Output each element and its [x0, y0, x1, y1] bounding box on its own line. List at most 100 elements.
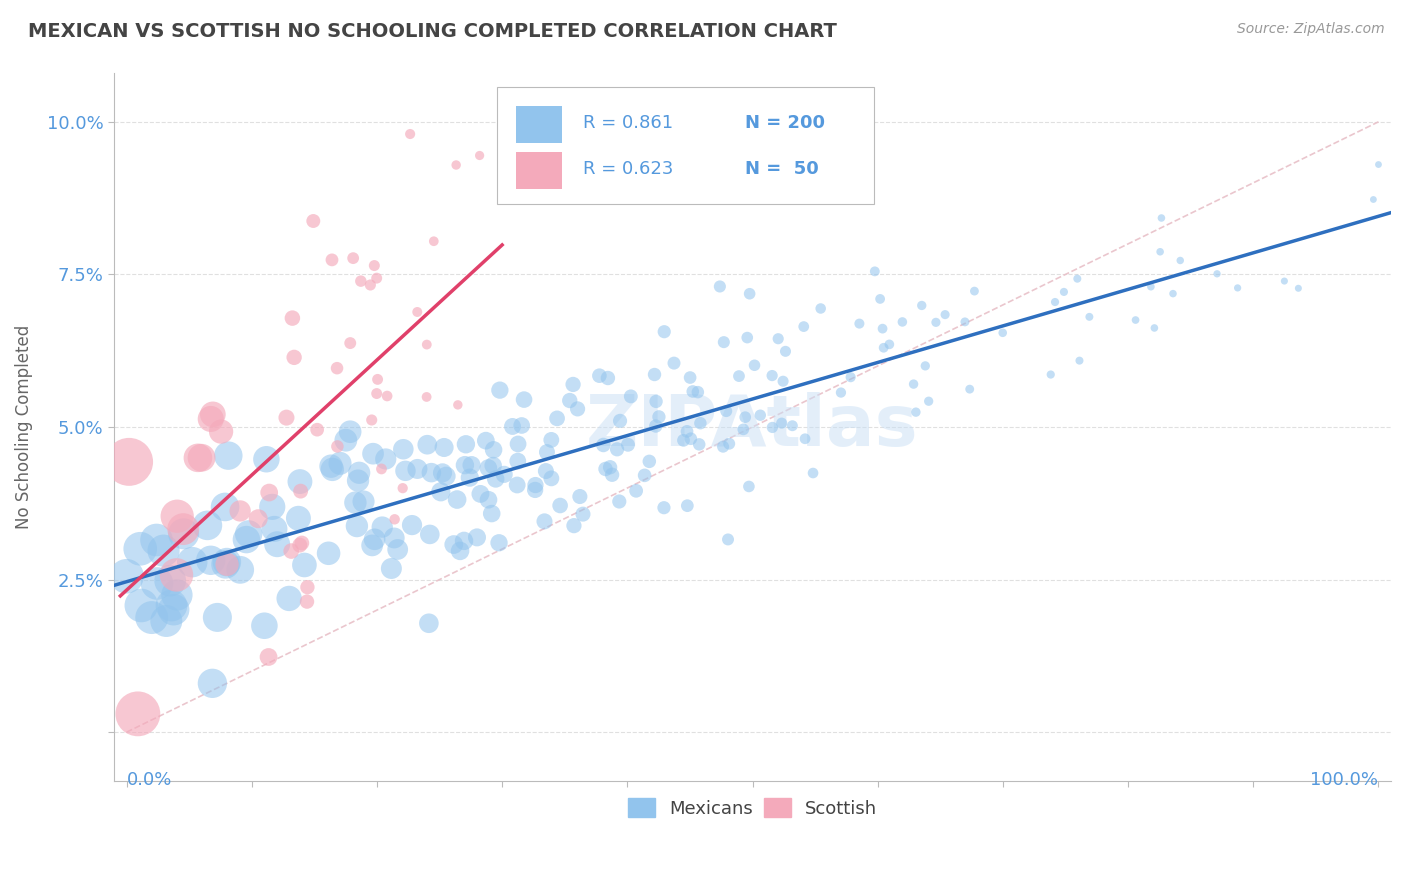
Point	[350, 274, 373, 288]
Point	[863, 264, 886, 278]
Point	[347, 474, 370, 488]
Point	[879, 337, 901, 351]
Point	[371, 520, 394, 534]
Point	[914, 359, 936, 373]
Point	[257, 485, 280, 500]
Point	[326, 361, 349, 376]
Point	[387, 542, 409, 557]
Point	[380, 561, 402, 575]
Point	[506, 437, 529, 451]
Point	[152, 543, 174, 558]
Point	[406, 305, 429, 319]
Point	[416, 438, 439, 452]
Point	[772, 374, 794, 388]
Point	[869, 292, 891, 306]
Point	[465, 530, 488, 544]
Text: N =  50: N = 50	[745, 160, 818, 178]
Point	[446, 492, 468, 507]
Point	[1125, 313, 1147, 327]
Point	[506, 454, 529, 468]
Point	[166, 568, 188, 582]
Point	[129, 541, 152, 556]
Point	[652, 325, 675, 339]
Point	[925, 315, 948, 329]
Text: ZIPAtlas: ZIPAtlas	[586, 392, 920, 461]
Point	[645, 394, 668, 409]
Point	[506, 478, 529, 492]
Point	[562, 518, 585, 533]
Point	[433, 441, 456, 455]
Point	[1043, 295, 1066, 310]
Point	[595, 462, 617, 476]
Point	[903, 377, 925, 392]
Point	[262, 500, 284, 514]
FancyBboxPatch shape	[498, 87, 875, 204]
Point	[568, 490, 591, 504]
Point	[162, 602, 184, 616]
Point	[1226, 281, 1249, 295]
Point	[295, 594, 318, 608]
Point	[118, 455, 141, 469]
Point	[567, 401, 589, 416]
Point	[201, 408, 224, 422]
Point	[485, 472, 508, 486]
Point	[793, 319, 815, 334]
Point	[278, 591, 301, 606]
Point	[662, 356, 685, 370]
Point	[959, 382, 981, 396]
Point	[318, 546, 340, 560]
Point	[735, 330, 758, 344]
Point	[534, 464, 557, 478]
Point	[307, 423, 329, 437]
Point	[360, 413, 382, 427]
Point	[770, 416, 793, 430]
Point	[347, 466, 370, 480]
FancyBboxPatch shape	[516, 152, 562, 189]
Point	[1286, 281, 1309, 295]
Point	[247, 512, 270, 526]
Point	[406, 462, 429, 476]
Point	[679, 370, 702, 384]
Point	[115, 569, 138, 583]
Text: 0.0%: 0.0%	[127, 771, 172, 789]
Point	[482, 458, 505, 473]
Point	[606, 442, 628, 457]
Point	[367, 372, 389, 386]
Point	[524, 478, 547, 492]
Point	[294, 558, 316, 572]
Text: N = 200: N = 200	[745, 113, 825, 131]
Point	[689, 416, 711, 430]
Point	[335, 433, 357, 447]
Point	[488, 535, 510, 549]
Point	[766, 332, 789, 346]
Point	[415, 390, 437, 404]
Point	[592, 438, 614, 452]
Point	[418, 616, 440, 631]
Point	[173, 526, 195, 541]
Point	[359, 277, 381, 292]
Point	[200, 553, 222, 567]
Point	[460, 458, 482, 472]
Point	[918, 394, 941, 409]
Point	[502, 419, 524, 434]
Point	[638, 454, 661, 468]
Point	[344, 495, 367, 509]
Point	[253, 619, 276, 633]
Point	[263, 522, 285, 536]
Point	[370, 462, 392, 476]
Point	[346, 519, 368, 533]
Point	[375, 389, 398, 403]
Point	[536, 445, 558, 459]
Point	[963, 284, 986, 298]
Point	[679, 432, 702, 446]
Point	[533, 514, 555, 528]
Point	[540, 433, 562, 447]
Point	[624, 483, 647, 498]
Point	[717, 533, 740, 547]
Point	[329, 456, 352, 470]
Point	[166, 509, 188, 524]
Point	[1069, 353, 1091, 368]
Point	[321, 462, 343, 476]
Point	[131, 599, 153, 613]
Point	[686, 385, 709, 400]
